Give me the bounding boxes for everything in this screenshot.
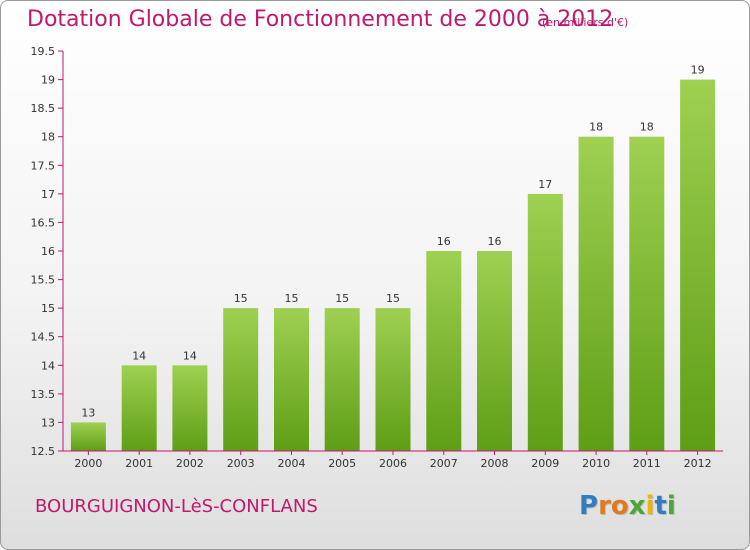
- bar-2005: [324, 308, 360, 451]
- value-label-2006: 15: [386, 292, 400, 305]
- bar-2006: [375, 308, 411, 451]
- y-tick-label-16: 16: [41, 245, 55, 258]
- x-tick-label-2002: 2002: [176, 457, 204, 470]
- value-label-2002: 14: [183, 349, 197, 362]
- x-tick-label-2004: 2004: [278, 457, 306, 470]
- value-label-2009: 17: [538, 178, 552, 191]
- x-tick-label-2003: 2003: [227, 457, 255, 470]
- logo-letter: i: [645, 491, 655, 521]
- y-tick-label-18: 18: [41, 131, 55, 144]
- y-tick-label-13.5: 13.5: [31, 388, 56, 401]
- logo-letter: o: [610, 491, 629, 521]
- unit-note: (en milliers d'€): [542, 16, 629, 29]
- bar-2001: [121, 365, 157, 451]
- x-tick-label-2007: 2007: [430, 457, 458, 470]
- bar-2003: [223, 308, 259, 451]
- logo-letter: r: [598, 491, 611, 521]
- value-label-2012: 19: [691, 64, 705, 77]
- bar-2011: [629, 136, 665, 451]
- bar-2000: [70, 422, 106, 451]
- x-tick-label-2006: 2006: [379, 457, 407, 470]
- y-tick-label-15.5: 15.5: [31, 274, 56, 287]
- bar-2010: [578, 136, 614, 451]
- bar-2012: [680, 79, 716, 451]
- y-tick-label-17.5: 17.5: [31, 159, 56, 172]
- chart-title: Dotation Globale de Fonctionnement de 20…: [27, 7, 614, 32]
- y-tick-label-17: 17: [41, 188, 55, 201]
- logo-letter: i: [666, 491, 676, 521]
- x-tick-label-2010: 2010: [582, 457, 610, 470]
- logo-letter: t: [654, 491, 667, 521]
- x-tick-label-2012: 2012: [684, 457, 712, 470]
- bar-2002: [172, 365, 208, 451]
- value-label-2000: 13: [81, 406, 95, 419]
- y-tick-label-15: 15: [41, 302, 55, 315]
- bars-layer: 13 14 14 15 15 15 15 16 16 17 18 18 19: [70, 64, 716, 451]
- x-tick-label-2008: 2008: [481, 457, 509, 470]
- bar-2004: [274, 308, 309, 451]
- bar-2007: [426, 251, 462, 451]
- x-tick-label-2009: 2009: [531, 457, 559, 470]
- y-tick-label-18.5: 18.5: [31, 102, 56, 115]
- value-label-2010: 18: [589, 121, 603, 134]
- y-tick-label-14.5: 14.5: [31, 331, 56, 344]
- x-tick-label-2005: 2005: [328, 457, 356, 470]
- y-tick-label-16.5: 16.5: [31, 216, 56, 229]
- bar-2008: [477, 251, 512, 451]
- y-tick-label-19.5: 19.5: [31, 45, 56, 58]
- logo-letter: x: [628, 491, 646, 521]
- y-tick-label-19: 19: [41, 74, 55, 87]
- value-label-2011: 18: [640, 121, 654, 134]
- value-label-2005: 15: [335, 292, 349, 305]
- commune-name: BOURGUIGNON-LèS-CONFLANS: [35, 496, 318, 517]
- value-label-2004: 15: [285, 292, 299, 305]
- y-tick-label-13: 13: [41, 416, 55, 429]
- value-label-2007: 16: [437, 235, 451, 248]
- value-label-2003: 15: [234, 292, 248, 305]
- x-tick-label-2011: 2011: [633, 457, 661, 470]
- logo-letter: P: [579, 491, 599, 521]
- value-label-2001: 14: [132, 349, 146, 362]
- proxiti-logo: Proxiti: [579, 491, 676, 521]
- value-label-2008: 16: [488, 235, 502, 248]
- axis-layer: 2000 2001 2002 2003 2004 2005 2006 2007 2008 2009…: [31, 45, 723, 470]
- y-tick-label-12.5: 12.5: [31, 445, 56, 458]
- bar-2009: [527, 193, 563, 451]
- x-tick-label-2000: 2000: [74, 457, 102, 470]
- y-tick-label-14: 14: [41, 359, 55, 372]
- x-tick-label-2001: 2001: [125, 457, 153, 470]
